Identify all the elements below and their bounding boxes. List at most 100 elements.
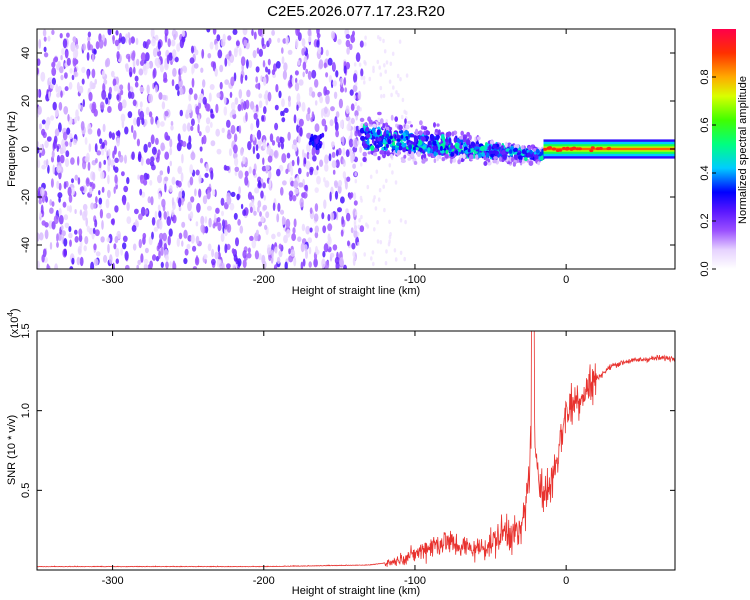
heat-cell	[318, 59, 324, 70]
heat-cell	[74, 116, 77, 124]
heat-cell	[64, 86, 69, 92]
heat-cell	[367, 151, 371, 155]
heat-cell	[606, 147, 611, 151]
heat-cell	[138, 213, 143, 221]
heat-cell	[131, 52, 136, 61]
heat-cell	[276, 168, 281, 177]
heat-cell	[394, 134, 397, 140]
heat-cell	[283, 62, 288, 72]
heat-cell	[116, 51, 120, 60]
heat-cell	[70, 41, 76, 52]
heat-cell	[248, 60, 253, 68]
heat-cell	[172, 67, 177, 77]
heat-cell	[405, 124, 410, 130]
heat-cell	[77, 245, 82, 256]
heat-cell	[217, 251, 221, 261]
heat-cell	[364, 122, 368, 126]
heat-cell	[107, 106, 112, 113]
heat-cell	[377, 197, 381, 202]
heat-cell	[262, 139, 267, 150]
heat-cell	[352, 30, 355, 37]
heat-cell	[589, 149, 594, 153]
heat-cell	[354, 171, 358, 177]
x-tick-label: 0	[563, 575, 569, 587]
heat-cell	[138, 68, 144, 76]
heat-cell	[449, 157, 453, 164]
heat-cell	[81, 66, 86, 74]
heat-cell	[142, 232, 147, 240]
heat-cell	[101, 89, 107, 100]
heat-cell	[200, 93, 204, 100]
heat-cell	[379, 240, 383, 245]
heat-cell	[257, 29, 263, 37]
heat-cell	[169, 185, 173, 193]
heat-cell	[233, 48, 238, 58]
heat-cell	[95, 41, 100, 50]
heat-cell	[190, 196, 195, 203]
heat-cell	[390, 92, 393, 98]
heat-cell	[358, 62, 362, 67]
heat-cell	[293, 180, 299, 189]
heat-cell	[51, 150, 55, 159]
heat-cell	[262, 76, 267, 86]
heat-cell	[279, 209, 285, 215]
heat-cell	[181, 153, 184, 164]
heat-cell	[224, 57, 228, 67]
heat-cell	[357, 224, 361, 229]
heat-cell	[164, 131, 169, 141]
heat-cell	[107, 189, 111, 199]
heat-cell	[102, 34, 105, 43]
heat-cell	[193, 63, 199, 69]
heat-cell	[444, 138, 449, 142]
heat-cell	[335, 211, 339, 221]
heat-cell	[403, 142, 407, 147]
heat-cell	[400, 134, 404, 139]
heat-cell	[140, 206, 146, 217]
heat-cell	[160, 261, 164, 268]
heat-cell	[63, 238, 68, 247]
heat-cell	[391, 145, 396, 150]
heat-cell	[288, 255, 294, 263]
heat-cell	[58, 101, 63, 111]
heat-cell	[343, 65, 347, 74]
heat-cell	[383, 207, 386, 213]
heat-cell	[127, 82, 131, 92]
heat-cell	[57, 192, 63, 199]
heat-cell	[177, 133, 181, 143]
heat-cell	[151, 231, 154, 240]
heat-cell	[451, 131, 455, 137]
heat-cell	[334, 181, 339, 189]
heat-cell	[400, 159, 406, 163]
heat-cell	[51, 221, 56, 230]
heat-cell	[286, 152, 291, 159]
heat-cell	[202, 134, 207, 145]
heat-cell	[167, 235, 171, 246]
colorbar-tick-label: 0.8	[699, 69, 711, 84]
heat-cell	[137, 259, 141, 266]
snr-line-series	[37, 331, 675, 568]
heat-cell	[359, 195, 363, 201]
heat-cell	[527, 152, 531, 158]
heat-cell	[298, 118, 304, 127]
heat-cell	[344, 87, 348, 93]
heat-cell	[450, 142, 454, 148]
heat-cell	[251, 238, 257, 249]
heat-cell	[98, 161, 102, 169]
heat-cell	[145, 106, 150, 116]
heat-cell	[237, 104, 242, 112]
heat-cell	[93, 49, 97, 55]
heat-cell	[444, 153, 449, 159]
heat-cell	[278, 90, 282, 99]
heat-cell	[238, 125, 242, 134]
heat-cell	[508, 149, 513, 154]
heat-cell	[233, 72, 237, 82]
heat-cell	[373, 148, 379, 153]
heat-cell	[114, 39, 119, 47]
heat-cell	[381, 147, 385, 151]
heat-cell	[314, 79, 319, 88]
heat-cell	[88, 91, 93, 102]
heat-cell	[382, 138, 386, 144]
heat-cell	[151, 38, 156, 47]
heat-cell	[277, 141, 281, 148]
